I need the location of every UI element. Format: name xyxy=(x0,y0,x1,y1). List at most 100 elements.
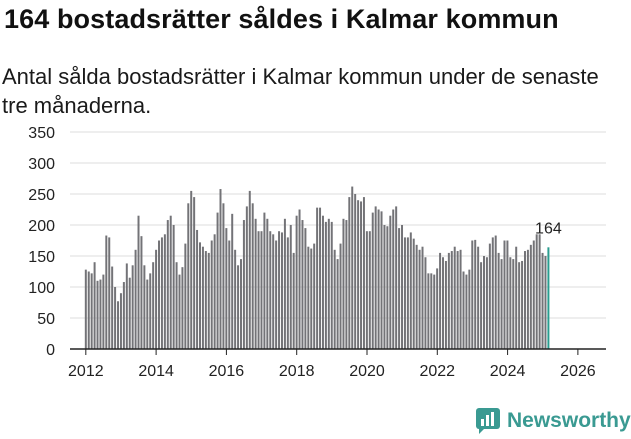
bar-highlight xyxy=(547,247,550,349)
bar xyxy=(219,189,222,349)
y-tick-label: 100 xyxy=(28,280,55,297)
bar xyxy=(266,218,269,349)
bar xyxy=(354,194,357,349)
bar xyxy=(532,240,535,349)
bar xyxy=(131,265,134,349)
bar xyxy=(398,228,401,349)
bar xyxy=(96,280,99,349)
bar xyxy=(456,251,459,349)
bar xyxy=(222,203,225,349)
bar xyxy=(538,234,541,349)
bar xyxy=(228,240,231,349)
bar xyxy=(327,218,330,349)
bar xyxy=(386,226,389,349)
chart-subtitle: Antal sålda bostadsrätter i Kalmar kommu… xyxy=(2,64,599,118)
bar xyxy=(316,207,319,349)
bar xyxy=(99,279,102,349)
chart-speech-bubble-icon xyxy=(476,408,500,434)
bar xyxy=(427,273,430,349)
bar xyxy=(529,244,532,349)
bar xyxy=(210,240,213,349)
bar xyxy=(310,248,313,349)
y-tick-label: 350 xyxy=(28,125,55,142)
bar xyxy=(462,271,465,349)
bar xyxy=(523,251,526,349)
bar xyxy=(301,220,304,349)
bar xyxy=(105,235,108,349)
x-tick-label: 2020 xyxy=(349,363,385,380)
bar xyxy=(535,234,538,349)
bar xyxy=(506,240,509,349)
bar xyxy=(377,209,380,349)
bar xyxy=(442,257,445,349)
bar xyxy=(119,293,122,349)
bar xyxy=(374,206,377,349)
x-tick-label: 2026 xyxy=(560,363,596,380)
bar xyxy=(172,225,175,349)
bar xyxy=(474,239,477,349)
bar xyxy=(231,213,234,349)
bar xyxy=(213,234,216,349)
bar xyxy=(237,265,240,349)
bar xyxy=(181,267,184,349)
bar xyxy=(149,273,152,349)
bar xyxy=(392,209,395,349)
bar xyxy=(357,200,360,349)
bar xyxy=(283,218,286,349)
bar xyxy=(102,274,105,349)
bar xyxy=(515,246,518,349)
y-tick-label: 50 xyxy=(37,311,55,328)
bar xyxy=(140,236,143,349)
bar xyxy=(321,215,324,349)
bar xyxy=(298,209,301,349)
bar xyxy=(380,211,383,349)
bar xyxy=(84,269,87,349)
bar xyxy=(257,231,260,349)
bar xyxy=(485,257,488,349)
chart-title: 164 bostadsrätter såldes i Kalmar kommun xyxy=(4,4,559,34)
bar xyxy=(196,229,199,349)
x-tick-label: 2014 xyxy=(138,363,174,380)
bar xyxy=(234,249,237,349)
bar xyxy=(368,231,371,349)
bar xyxy=(289,225,292,349)
bar xyxy=(125,263,128,349)
bar xyxy=(348,197,351,349)
bar xyxy=(444,260,447,349)
bar xyxy=(269,231,272,349)
bar xyxy=(415,244,418,349)
bar xyxy=(389,215,392,349)
bar xyxy=(459,249,462,349)
bar xyxy=(512,259,515,349)
bar xyxy=(280,232,283,349)
bar xyxy=(468,269,471,349)
bar xyxy=(216,212,219,349)
bar xyxy=(339,243,342,349)
x-tick-label: 2022 xyxy=(419,363,455,380)
bar xyxy=(155,249,158,349)
bar xyxy=(260,231,263,349)
x-tick-label: 2012 xyxy=(68,363,104,380)
bar xyxy=(108,237,111,349)
bar xyxy=(111,266,114,349)
bar xyxy=(128,277,131,349)
bar xyxy=(163,234,166,349)
bar xyxy=(494,235,497,349)
bar xyxy=(201,246,204,349)
bar xyxy=(254,218,257,349)
bar xyxy=(175,262,178,349)
bar xyxy=(263,212,266,349)
bar xyxy=(143,265,146,349)
bar xyxy=(304,228,307,349)
bar xyxy=(409,232,412,349)
bar xyxy=(488,243,491,349)
bar xyxy=(278,231,281,349)
bar xyxy=(152,262,155,349)
bar xyxy=(412,238,415,349)
bar xyxy=(286,237,289,349)
bar xyxy=(383,225,386,349)
bar xyxy=(503,240,506,349)
bar xyxy=(351,186,354,349)
bar xyxy=(465,274,468,349)
bar xyxy=(544,256,547,349)
